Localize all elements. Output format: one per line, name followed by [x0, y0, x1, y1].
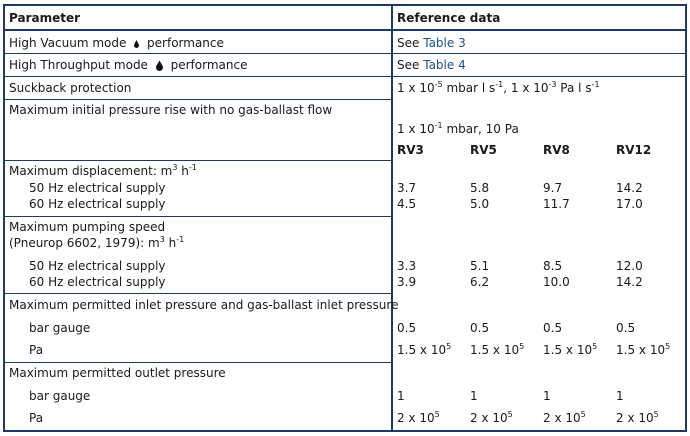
disp60-rv3: 4.5: [397, 197, 417, 211]
speed-60hz-label: 60 Hz electrical supply: [29, 275, 166, 289]
outlet-pressure-label: Maximum permitted outlet pressure: [9, 366, 226, 380]
high-throughput-reference: See Table 4: [397, 57, 466, 73]
disp50-rv8: 9.7: [543, 181, 563, 195]
header-divider: [5, 29, 685, 31]
outlet-bar-rv5: 1: [470, 389, 478, 403]
speed60-rv8: 10.0: [543, 275, 570, 289]
model-rv12: RV12: [616, 143, 652, 157]
row-divider: [5, 216, 391, 217]
see-text: See: [397, 58, 420, 72]
disp50-rv3: 3.7: [397, 181, 417, 195]
high-vacuum-label: High Vacuum mode performance: [9, 35, 224, 51]
outlet-bar-gauge-label: bar gauge: [29, 389, 91, 403]
displacement-60hz-label: 60 Hz electrical supply: [29, 197, 166, 211]
inlet-pa-rv8: 1.5 x 105: [543, 342, 598, 358]
pumping-speed-label: Maximum pumping speed: [9, 220, 166, 234]
speed60-rv12: 14.2: [616, 275, 643, 289]
inlet-pa-rv5: 1.5 x 105: [470, 342, 525, 358]
outlet-pa-rv5: 2 x 105: [470, 410, 513, 426]
high-throughput-label: High Throughput mode performance: [9, 57, 247, 73]
disp60-rv8: 11.7: [543, 197, 570, 211]
row-divider: [5, 99, 391, 100]
displacement-label: Maximum displacement: m3 h-1: [9, 163, 197, 179]
outlet-pa-rv3: 2 x 105: [397, 410, 440, 426]
disp60-rv5: 5.0: [470, 197, 490, 211]
outlet-pa-label: Pa: [29, 411, 44, 425]
inlet-pressure-label: Maximum permitted inlet pressure and gas…: [9, 298, 399, 312]
high-vacuum-performance-text: performance: [147, 36, 224, 50]
row-divider: [393, 53, 685, 54]
row-divider: [5, 160, 391, 161]
small-droplet-icon: [134, 40, 140, 48]
suckback-value: 1 x 10-5 mbar l s-1, 1 x 10-3 Pa l s-1: [397, 80, 600, 96]
high-throughput-performance-text: performance: [170, 58, 248, 72]
row-divider: [393, 76, 685, 77]
large-droplet-icon: [155, 60, 163, 71]
header-parameter: Parameter: [9, 11, 81, 25]
high-throughput-text: High Throughput mode: [9, 58, 148, 72]
inlet-pa-label: Pa: [29, 343, 44, 357]
speed50-rv12: 12.0: [616, 259, 643, 273]
speed50-rv8: 8.5: [543, 259, 563, 273]
speed-50hz-label: 50 Hz electrical supply: [29, 259, 166, 273]
inlet-bar-rv3: 0.5: [397, 321, 417, 335]
high-vacuum-text: High Vacuum mode: [9, 36, 127, 50]
row-divider: [5, 362, 391, 363]
outlet-pa-rv8: 2 x 105: [543, 410, 586, 426]
disp60-rv12: 17.0: [616, 197, 643, 211]
row-divider: [5, 53, 391, 54]
row-divider: [5, 76, 391, 77]
model-rv8: RV8: [543, 143, 570, 157]
model-rv5: RV5: [470, 143, 497, 157]
header-reference-data: Reference data: [397, 11, 501, 25]
inlet-bar-rv12: 0.5: [616, 321, 636, 335]
table-3-link[interactable]: Table 3: [423, 36, 466, 50]
high-vacuum-reference: See Table 3: [397, 35, 466, 51]
disp50-rv5: 5.8: [470, 181, 490, 195]
table-4-link[interactable]: Table 4: [423, 58, 466, 72]
outlet-bar-rv12: 1: [616, 389, 624, 403]
pumping-speed-standard: (Pneurop 6602, 1979): m3 h-1: [9, 235, 185, 251]
displacement-50hz-label: 50 Hz electrical supply: [29, 181, 166, 195]
column-divider: [391, 6, 393, 430]
inlet-bar-gauge-label: bar gauge: [29, 321, 91, 335]
inlet-pa-rv12: 1.5 x 105: [616, 342, 671, 358]
outlet-bar-rv3: 1: [397, 389, 405, 403]
see-text: See: [397, 36, 420, 50]
speed50-rv5: 5.1: [470, 259, 490, 273]
outlet-pa-rv12: 2 x 105: [616, 410, 659, 426]
speed50-rv3: 3.3: [397, 259, 417, 273]
speed60-rv3: 3.9: [397, 275, 417, 289]
specifications-table: Parameter Reference data High Vacuum mod…: [3, 4, 687, 432]
pressure-rise-label: Maximum initial pressure rise with no ga…: [9, 103, 333, 117]
disp50-rv12: 14.2: [616, 181, 643, 195]
outlet-bar-rv8: 1: [543, 389, 551, 403]
model-rv3: RV3: [397, 143, 424, 157]
inlet-bar-rv5: 0.5: [470, 321, 490, 335]
row-divider: [5, 293, 391, 294]
pressure-rise-value: 1 x 10-1 mbar, 10 Pa: [397, 121, 519, 137]
inlet-bar-rv8: 0.5: [543, 321, 563, 335]
speed60-rv5: 6.2: [470, 275, 490, 289]
suckback-label: Suckback protection: [9, 81, 132, 95]
inlet-pa-rv3: 1.5 x 105: [397, 342, 452, 358]
